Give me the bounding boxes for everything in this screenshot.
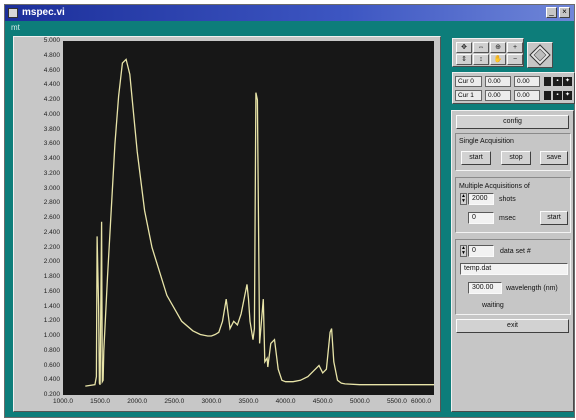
- spectrum-series-line: [85, 58, 434, 387]
- wavelength-label: wavelength (nm): [506, 285, 558, 292]
- y-tick-label: 4.800: [43, 51, 60, 59]
- cursor-1-style-icon[interactable]: [544, 91, 551, 100]
- x-tick-label: 4000.0: [275, 398, 296, 405]
- plot-background: [63, 41, 434, 395]
- single-save-button[interactable]: save: [540, 151, 568, 165]
- y-tick-label: 2.400: [43, 228, 60, 236]
- x-tick-label: 2500.0: [164, 398, 185, 405]
- menu-item[interactable]: mt: [11, 23, 20, 32]
- cursor-0-lock-icon[interactable]: ▪: [553, 77, 562, 86]
- cursor-move-diamond-icon[interactable]: [527, 42, 553, 68]
- y-tick-label: 4.000: [43, 110, 60, 118]
- graph-panel: 5.000 4.800 4.600 4.400 4.200 4.000 3.800 3.600…: [13, 36, 441, 412]
- x-tick-label: 2000.0: [127, 398, 148, 405]
- zoom-x-icon[interactable]: ⇔: [473, 42, 489, 53]
- y-tick-label: 1.600: [43, 287, 60, 295]
- zoom-in-icon[interactable]: +: [507, 42, 523, 53]
- y-tick-label: 0.600: [43, 361, 60, 369]
- zoom-out-icon[interactable]: −: [507, 54, 523, 65]
- y-tick-label: 3.400: [43, 155, 60, 162]
- y-tick-label: 4.200: [43, 96, 60, 103]
- minimize-button[interactable]: _: [546, 7, 557, 18]
- shots-count-input[interactable]: 2000: [468, 193, 494, 205]
- autoscale-x-icon[interactable]: ⇕: [456, 54, 472, 65]
- close-button[interactable]: ×: [559, 7, 570, 18]
- shots-spinner-arrows-icon[interactable]: ▲ ▼: [460, 193, 467, 205]
- window-title: mspec.vi: [22, 7, 65, 18]
- dataset-number-input[interactable]: 0: [468, 245, 494, 257]
- exit-button[interactable]: exit: [456, 319, 569, 333]
- interval-unit-label: msec: [499, 215, 516, 222]
- single-acquisition-title: Single Acquisition: [459, 138, 514, 145]
- menu-bar: mt: [5, 22, 574, 33]
- zoom-y-icon[interactable]: ↕: [473, 54, 489, 65]
- x-tick-label: 5000.0: [349, 398, 370, 405]
- cursor-0-x: 0.00: [485, 76, 511, 87]
- x-tick-label: 4500.0: [312, 398, 333, 405]
- x-tick-label: 1500.0: [90, 398, 111, 405]
- cursor-tool-icon[interactable]: ✥: [456, 42, 472, 53]
- title-bar[interactable]: mspec.vi _ ×: [5, 5, 574, 21]
- config-button[interactable]: config: [456, 115, 569, 129]
- dataset-spinner-arrows-icon[interactable]: ▲ ▼: [460, 245, 467, 257]
- control-panel: config Single Acquisition start stop sav…: [451, 110, 574, 412]
- app-icon: [8, 8, 18, 18]
- spectrum-plot[interactable]: [63, 41, 434, 395]
- x-tick-label: 3000.0: [201, 398, 222, 405]
- x-tick-label: 1000.0: [53, 398, 73, 405]
- y-tick-label: 0.800: [43, 346, 60, 354]
- cursor-1-lock-icon[interactable]: ▪: [553, 91, 562, 100]
- x-tick-label: 5500.0: [386, 398, 407, 405]
- dataset-number-label: data set #: [500, 248, 531, 255]
- y-tick-label: 1.000: [43, 332, 60, 339]
- cursor-1-move-icon[interactable]: ✦: [563, 91, 572, 100]
- y-tick-label: 2.800: [43, 199, 60, 207]
- interval-input[interactable]: 0: [468, 212, 494, 224]
- multiple-acquisition-group: Multiple Acquisitions of ▲ ▼ 2000 shots 0…: [455, 177, 571, 233]
- cursor-0-y: 0.00: [514, 76, 540, 87]
- single-stop-button[interactable]: stop: [501, 151, 531, 165]
- cursor-1-y: 0.00: [514, 90, 540, 101]
- zoom-tool-icon[interactable]: ⊕: [490, 42, 506, 53]
- multiple-start-button[interactable]: start: [540, 211, 568, 225]
- y-tick-label: 3.200: [43, 169, 60, 177]
- y-tick-label: 1.800: [43, 273, 60, 280]
- y-tick-label: 2.600: [43, 214, 60, 221]
- x-tick-label: 3500.0: [238, 398, 259, 405]
- single-start-button[interactable]: start: [461, 151, 491, 165]
- cursor-0-name[interactable]: Cur 0: [455, 76, 482, 87]
- cursor-1-x: 0.00: [485, 90, 511, 101]
- y-tick-label: 3.600: [43, 140, 60, 148]
- multiple-acquisition-title: Multiple Acquisitions of: [459, 183, 530, 190]
- status-text: waiting: [482, 302, 504, 309]
- filename-input[interactable]: temp.dat: [460, 263, 568, 275]
- y-tick-label: 4.600: [43, 66, 60, 74]
- cursor-0-move-icon[interactable]: ✦: [563, 77, 572, 86]
- pan-hand-icon[interactable]: ✋: [490, 54, 506, 65]
- graph-tools-palette: ✥ ⇔ ⊕ + ⇕ ↕ ✋ −: [452, 38, 524, 67]
- x-tick-label: 6000.0: [411, 398, 431, 405]
- single-acquisition-group: Single Acquisition start stop save: [455, 133, 571, 171]
- y-tick-label: 1.200: [43, 317, 60, 325]
- y-tick-label: 0.400: [43, 376, 60, 384]
- cursor-0-style-icon[interactable]: [544, 77, 551, 86]
- cursor-legend: Cur 0 0.00 0.00 ▪ ✦ Cur 1 0.00 0.00 ▪ ✦: [452, 72, 575, 104]
- y-tick-label: 3.800: [43, 125, 60, 133]
- y-tick-label: 2.000: [43, 258, 60, 266]
- y-tick-label: 2.200: [43, 243, 60, 251]
- y-tick-label: 0.200: [43, 391, 60, 398]
- y-tick-label: 4.400: [43, 81, 60, 89]
- shots-unit-label: shots: [499, 196, 516, 203]
- cursor-1-name[interactable]: Cur 1: [455, 90, 482, 101]
- y-tick-label: 5.000: [43, 37, 60, 44]
- y-tick-label: 3.000: [43, 184, 60, 192]
- y-tick-label: 1.400: [43, 302, 60, 310]
- dataset-group: ▲ ▼ 0 data set # temp.dat 300.00 waveleng…: [455, 239, 571, 315]
- wavelength-input[interactable]: 300.00: [468, 282, 502, 294]
